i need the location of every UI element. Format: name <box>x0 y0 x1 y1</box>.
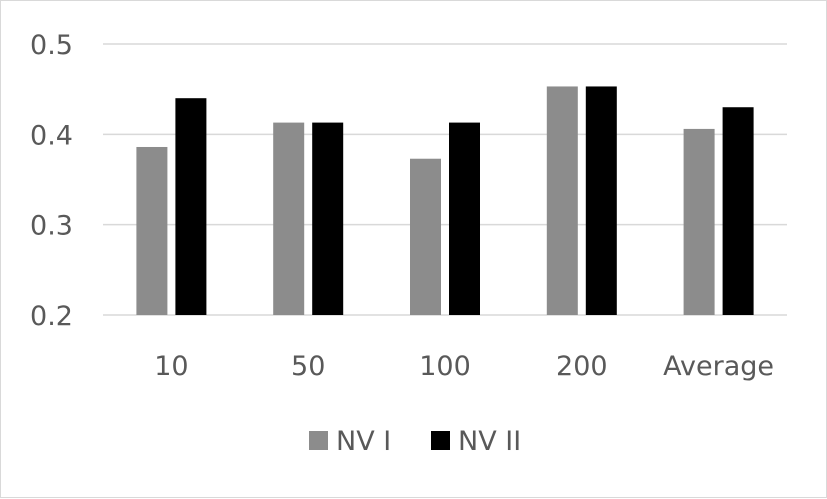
bar-nv-i-200 <box>546 86 578 315</box>
y-axis-ticks: 0.2 0.3 0.4 0.5 <box>30 30 73 332</box>
x-axis-ticks: 10 50 100 200 Average <box>154 351 774 382</box>
legend-swatch <box>431 431 450 450</box>
bar-nv-i-100 <box>410 158 441 315</box>
x-tick-label: Average <box>663 351 774 382</box>
bar-nv-i-10 <box>136 146 168 315</box>
y-tick-label: 0.4 <box>30 120 73 151</box>
y-tick-label: 0.5 <box>30 30 73 61</box>
legend-label: NV II <box>458 426 521 457</box>
legend-swatch <box>309 431 328 450</box>
bar-nv-ii-50 <box>312 122 344 315</box>
bar-nv-ii-average <box>722 107 754 315</box>
legend: NV I NV II <box>309 426 521 457</box>
gridlines <box>103 43 787 316</box>
y-tick-label: 0.2 <box>30 301 73 332</box>
bar-nv-i-50 <box>273 122 305 315</box>
bar-nv-ii-100 <box>449 122 480 315</box>
bar-nv-ii-10 <box>175 98 207 315</box>
x-tick-label: 100 <box>419 351 471 382</box>
bar-nv-ii-200 <box>585 86 617 315</box>
legend-label: NV I <box>336 426 391 457</box>
bar-nv-i-average <box>683 128 715 315</box>
x-tick-label: 200 <box>556 351 608 382</box>
bars <box>136 86 754 315</box>
x-tick-label: 50 <box>291 351 325 382</box>
y-tick-label: 0.3 <box>30 211 73 242</box>
x-tick-label: 10 <box>154 351 188 382</box>
